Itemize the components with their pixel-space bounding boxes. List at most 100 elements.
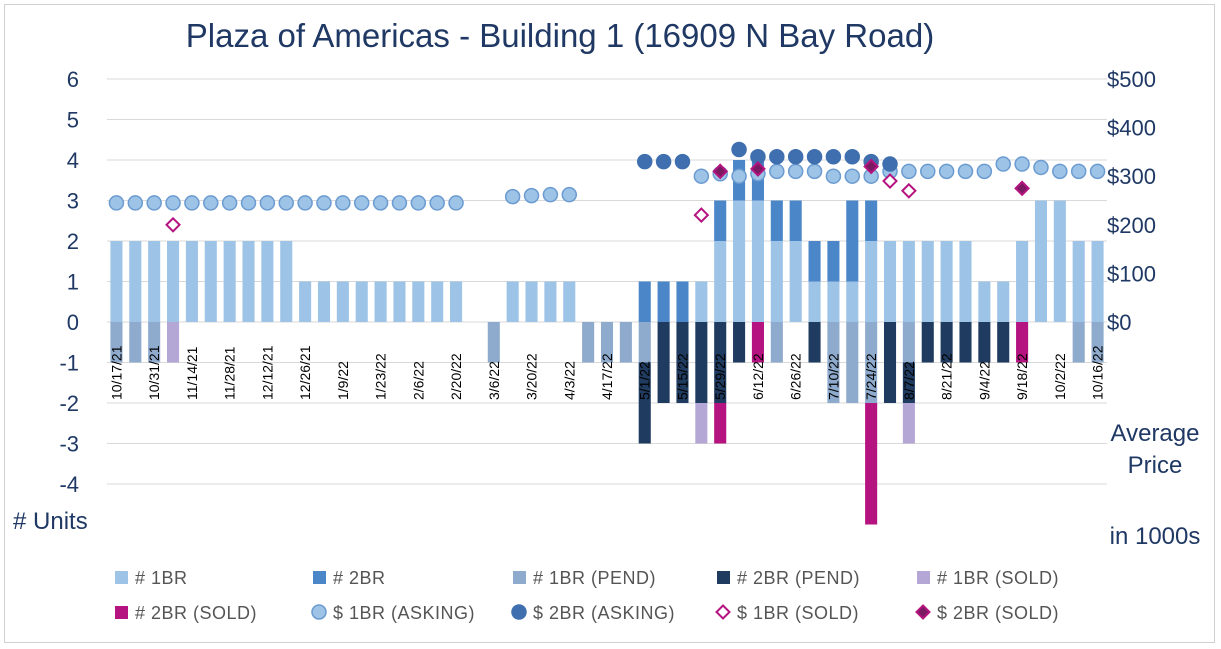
legend-label: # 2BR (PEND)	[737, 568, 860, 588]
legend-item-1br-sold: # 1BR (SOLD)	[917, 568, 1059, 588]
marker-1br-asking	[410, 195, 427, 211]
marker-1br-asking	[1014, 156, 1030, 172]
bar-2br-pend	[676, 322, 689, 403]
marker-1br-asking	[203, 195, 219, 211]
marker-1br-asking	[561, 186, 578, 203]
bar-2br	[638, 281, 651, 322]
y2-axis-label-line2: Price	[1128, 452, 1183, 479]
marker-2br-asking	[769, 149, 785, 165]
bar-1br	[185, 241, 198, 322]
marker-1br-asking	[938, 163, 955, 180]
marker-1br-asking	[372, 195, 389, 211]
marker-1br-asking	[542, 186, 559, 203]
bar-1br-pend	[110, 322, 123, 363]
marker-1br-asking	[504, 188, 521, 205]
y2-tick-label: $300	[1107, 164, 1156, 189]
bar-1br-pend	[638, 322, 651, 363]
bar-2br-sold	[865, 403, 878, 525]
bar-1br	[129, 241, 142, 322]
bar-1br-sold	[695, 403, 708, 444]
y-axis-ticks: 6 5 4 3 2 1 0 -1 -2 -3 -4	[59, 67, 79, 497]
y-tick-label: -3	[59, 432, 79, 457]
y-tick-label: 4	[67, 148, 79, 173]
legend-swatch	[511, 604, 527, 620]
marker-2br-sold	[712, 163, 729, 180]
bar-2br-pend	[883, 322, 897, 403]
marker-1br-asking	[108, 195, 125, 211]
bar-1br	[1091, 241, 1104, 322]
marker-1br-asking	[825, 168, 842, 184]
bar-2br	[676, 281, 689, 322]
bar-1br	[563, 281, 576, 322]
bar-2br	[808, 241, 821, 282]
bar-2br-sold	[751, 322, 764, 363]
bar-1br	[431, 281, 444, 322]
bar-1br	[299, 281, 312, 322]
marker-1br-asking	[221, 195, 238, 211]
marker-2br-asking	[731, 141, 747, 158]
marker-1br-asking	[1070, 163, 1087, 180]
marker-1br-asking	[844, 168, 861, 184]
bar-1br	[1072, 241, 1085, 322]
marker-1br-asking	[920, 163, 936, 180]
bar-2br	[789, 200, 802, 241]
y2-tick-label: $0	[1107, 310, 1131, 335]
bar-1br	[789, 241, 802, 322]
marker-1br-asking	[146, 195, 162, 211]
bar-2br	[846, 200, 859, 282]
x-tick-label: 9/18/22	[1014, 353, 1030, 400]
y2-tick-label: $100	[1107, 261, 1156, 286]
marker-2br-asking	[806, 149, 823, 165]
x-tick-label: 10/17/21	[108, 345, 124, 400]
marker-2br-sold	[750, 160, 766, 177]
legend-swatch	[115, 606, 128, 619]
x-axis-ticks: 10/17/21 10/31/21 11/14/21 11/28/21 12/12/21…	[108, 345, 1105, 400]
marker-1br-asking	[976, 163, 993, 180]
y2-axis-ticks: $500 $400 $300 $200 $100 $0	[1107, 67, 1156, 335]
legend-item-2br-pend: # 2BR (PEND)	[717, 568, 860, 588]
bar-1br-sold	[902, 403, 915, 444]
legend-swatch	[311, 604, 327, 620]
bar-1br	[733, 200, 746, 322]
marker-1br-asking	[316, 195, 332, 211]
marker-1br-asking	[353, 195, 370, 211]
bar-2br	[714, 200, 727, 241]
bar-1br	[1016, 241, 1029, 322]
x-tick-label: 10/31/21	[146, 345, 162, 400]
legend-item-2br-sold: $ 2BR (SOLD)	[915, 603, 1059, 623]
bar-1br	[808, 281, 821, 322]
marker-1br-asking	[391, 195, 408, 211]
bar-1br	[204, 241, 217, 322]
gridlines	[107, 78, 1107, 485]
bar-1br-pend	[582, 322, 595, 363]
marker-1br-asking	[693, 168, 710, 184]
bar-1br	[317, 281, 331, 322]
x-tick-label: 5/15/22	[674, 353, 690, 400]
x-tick-label: 6/12/22	[750, 353, 766, 400]
bar-1br	[148, 241, 161, 322]
marker-1br-asking	[1052, 163, 1068, 180]
x-tick-label: 12/12/21	[259, 345, 275, 400]
legend-item-1br-asking: $ 1BR (ASKING)	[311, 603, 475, 623]
bar-1br-pend	[865, 322, 878, 403]
y-tick-label: 2	[67, 229, 79, 254]
bar-2br-pend	[733, 322, 746, 363]
bar-1br	[883, 241, 897, 322]
marker-1br-asking	[297, 195, 313, 211]
bar-1br-pend	[1072, 322, 1085, 363]
marker-1br-asking	[806, 163, 823, 180]
bar-1br	[450, 281, 463, 322]
marker-1br-asking	[240, 195, 257, 211]
marker-1br-asking	[957, 163, 974, 180]
y-tick-label: -2	[59, 391, 79, 416]
bar-1br	[902, 241, 915, 322]
chart-title: Plaza of Americas - Building 1 (16909 N …	[186, 17, 934, 54]
bar-1br	[261, 241, 274, 322]
bar-2br-pend	[940, 322, 953, 363]
marker-1br-asking	[429, 195, 445, 211]
legend-label: # 1BR	[135, 568, 188, 588]
bar-1br	[506, 281, 519, 322]
legend-label: # 1BR (PEND)	[533, 568, 656, 588]
marker-2br-asking	[655, 153, 672, 170]
bar-1br-sold	[167, 322, 180, 363]
